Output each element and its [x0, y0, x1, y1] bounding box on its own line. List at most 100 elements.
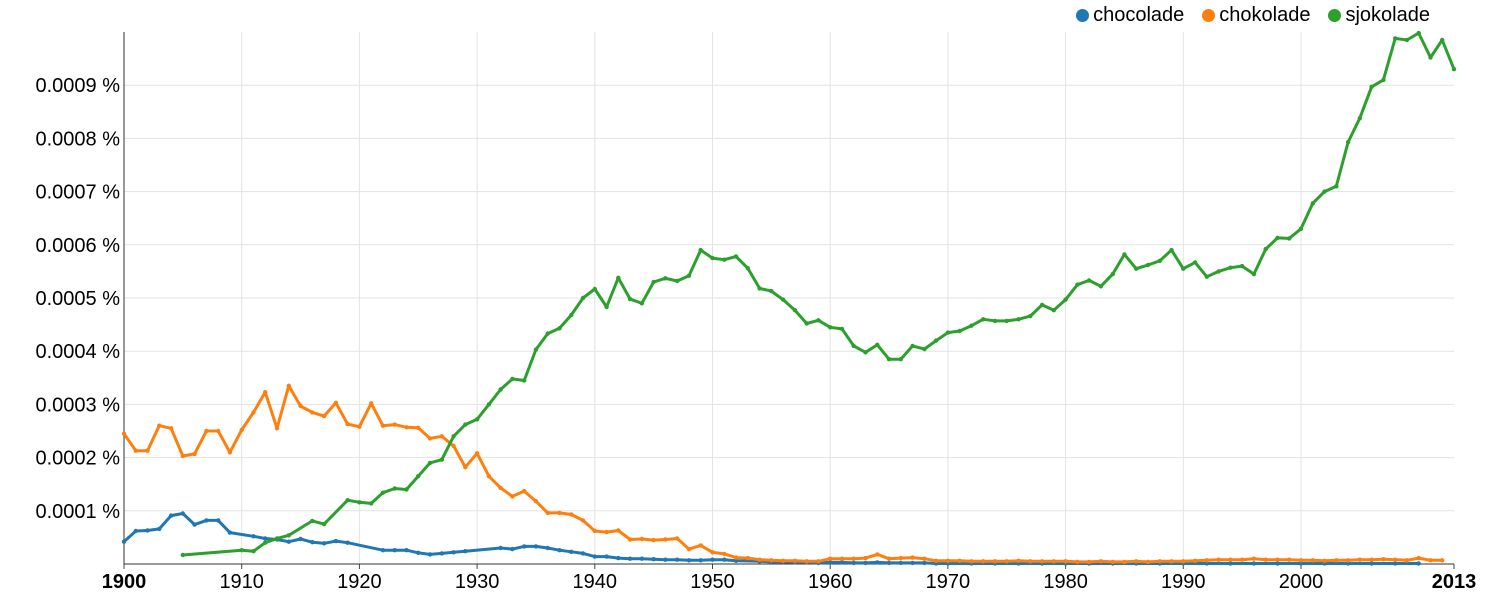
- data-point-sjokolade[interactable]: [957, 328, 962, 334]
- data-point-chocolade[interactable]: [604, 554, 609, 559]
- data-point-chokolade[interactable]: [1192, 558, 1198, 563]
- data-point-chokolade[interactable]: [1204, 558, 1210, 563]
- data-point-chokolade[interactable]: [168, 426, 174, 431]
- data-point-sjokolade[interactable]: [792, 308, 798, 313]
- data-point-chocolade[interactable]: [204, 518, 209, 523]
- data-point-sjokolade[interactable]: [769, 288, 774, 294]
- data-point-sjokolade[interactable]: [698, 247, 703, 253]
- data-point-chokolade[interactable]: [816, 559, 821, 564]
- data-point-sjokolade[interactable]: [310, 518, 315, 524]
- data-point-chocolade[interactable]: [627, 556, 633, 561]
- data-point-chokolade[interactable]: [522, 488, 527, 494]
- data-point-sjokolade[interactable]: [639, 301, 645, 306]
- data-point-sjokolade[interactable]: [1451, 67, 1457, 72]
- data-point-sjokolade[interactable]: [1039, 302, 1045, 308]
- data-point-chokolade[interactable]: [651, 537, 656, 543]
- data-point-sjokolade[interactable]: [745, 266, 750, 271]
- data-point-chocolade[interactable]: [1416, 561, 1421, 566]
- data-point-sjokolade[interactable]: [1287, 236, 1292, 241]
- data-point-chokolade[interactable]: [298, 403, 303, 409]
- data-point-sjokolade[interactable]: [1192, 260, 1198, 265]
- data-point-chocolade[interactable]: [1275, 561, 1280, 566]
- data-point-chocolade[interactable]: [569, 549, 574, 554]
- data-point-chokolade[interactable]: [1345, 558, 1351, 563]
- data-point-sjokolade[interactable]: [804, 321, 809, 326]
- data-point-sjokolade[interactable]: [1075, 282, 1080, 287]
- data-point-chocolade[interactable]: [616, 555, 621, 561]
- data-point-chocolade[interactable]: [557, 548, 562, 553]
- data-point-sjokolade[interactable]: [1298, 226, 1304, 231]
- data-point-chocolade[interactable]: [227, 530, 233, 535]
- data-point-sjokolade[interactable]: [1086, 278, 1092, 283]
- data-point-chokolade[interactable]: [992, 559, 998, 564]
- data-point-sjokolade[interactable]: [416, 474, 421, 479]
- data-point-chocolade[interactable]: [404, 548, 409, 553]
- data-point-sjokolade[interactable]: [616, 275, 621, 280]
- data-point-sjokolade[interactable]: [1263, 246, 1268, 252]
- data-point-chokolade[interactable]: [416, 425, 421, 430]
- data-point-chocolade[interactable]: [592, 554, 597, 559]
- data-point-sjokolade[interactable]: [474, 417, 480, 422]
- data-point-sjokolade[interactable]: [1051, 308, 1057, 313]
- data-point-sjokolade[interactable]: [757, 286, 762, 291]
- data-point-chokolade[interactable]: [1239, 557, 1245, 562]
- data-point-chocolade[interactable]: [651, 557, 656, 562]
- data-point-chokolade[interactable]: [1404, 558, 1410, 563]
- data-point-chokolade[interactable]: [1086, 559, 1092, 565]
- data-point-chokolade[interactable]: [192, 451, 197, 457]
- data-point-sjokolade[interactable]: [1275, 235, 1280, 241]
- data-point-sjokolade[interactable]: [263, 540, 268, 545]
- data-point-chokolade[interactable]: [945, 558, 951, 563]
- data-point-chocolade[interactable]: [510, 546, 515, 552]
- data-point-sjokolade[interactable]: [286, 533, 291, 538]
- data-point-chokolade[interactable]: [757, 557, 762, 562]
- data-point-sjokolade[interactable]: [1181, 266, 1186, 271]
- data-point-chokolade[interactable]: [686, 546, 692, 552]
- data-point-chokolade[interactable]: [745, 555, 750, 561]
- data-point-sjokolade[interactable]: [1239, 263, 1245, 269]
- data-point-chocolade[interactable]: [710, 557, 715, 562]
- data-point-sjokolade[interactable]: [345, 498, 350, 503]
- data-point-chocolade[interactable]: [1369, 561, 1374, 566]
- data-point-chokolade[interactable]: [1298, 558, 1304, 563]
- data-point-chokolade[interactable]: [1145, 559, 1151, 565]
- data-point-chocolade[interactable]: [286, 539, 291, 544]
- data-point-chokolade[interactable]: [627, 537, 633, 542]
- data-point-chokolade[interactable]: [286, 383, 291, 388]
- data-point-sjokolade[interactable]: [1204, 274, 1210, 279]
- data-point-chocolade[interactable]: [451, 550, 456, 555]
- data-point-chokolade[interactable]: [216, 428, 221, 434]
- data-point-chokolade[interactable]: [604, 529, 609, 535]
- data-point-chokolade[interactable]: [1122, 559, 1127, 565]
- data-point-chocolade[interactable]: [157, 526, 162, 532]
- data-point-chokolade[interactable]: [498, 485, 503, 491]
- series-line-sjokolade[interactable]: [181, 31, 1456, 557]
- data-point-sjokolade[interactable]: [1345, 139, 1351, 145]
- data-point-chokolade[interactable]: [922, 556, 927, 561]
- data-point-sjokolade[interactable]: [1063, 297, 1068, 302]
- data-point-sjokolade[interactable]: [533, 347, 539, 352]
- data-point-sjokolade[interactable]: [992, 318, 998, 324]
- data-point-sjokolade[interactable]: [663, 276, 668, 281]
- data-point-chokolade[interactable]: [1016, 558, 1021, 563]
- data-point-sjokolade[interactable]: [898, 357, 903, 362]
- data-point-chokolade[interactable]: [792, 558, 798, 563]
- data-point-chokolade[interactable]: [910, 555, 915, 560]
- data-point-chocolade[interactable]: [910, 560, 915, 566]
- data-point-sjokolade[interactable]: [816, 318, 821, 323]
- data-point-sjokolade[interactable]: [1134, 266, 1139, 271]
- data-point-sjokolade[interactable]: [380, 490, 386, 495]
- data-point-chokolade[interactable]: [321, 413, 327, 419]
- data-point-sjokolade[interactable]: [1110, 271, 1115, 277]
- data-point-chocolade[interactable]: [875, 560, 880, 565]
- data-point-chocolade[interactable]: [1393, 561, 1398, 566]
- data-point-sjokolade[interactable]: [627, 296, 633, 302]
- data-point-chocolade[interactable]: [463, 549, 468, 554]
- data-point-chokolade[interactable]: [545, 510, 550, 516]
- data-point-chokolade[interactable]: [1228, 557, 1233, 562]
- data-point-sjokolade[interactable]: [1310, 201, 1316, 206]
- data-point-sjokolade[interactable]: [981, 317, 986, 322]
- data-point-sjokolade[interactable]: [1228, 265, 1233, 270]
- data-point-chokolade[interactable]: [1393, 557, 1398, 562]
- data-point-chokolade[interactable]: [969, 559, 974, 564]
